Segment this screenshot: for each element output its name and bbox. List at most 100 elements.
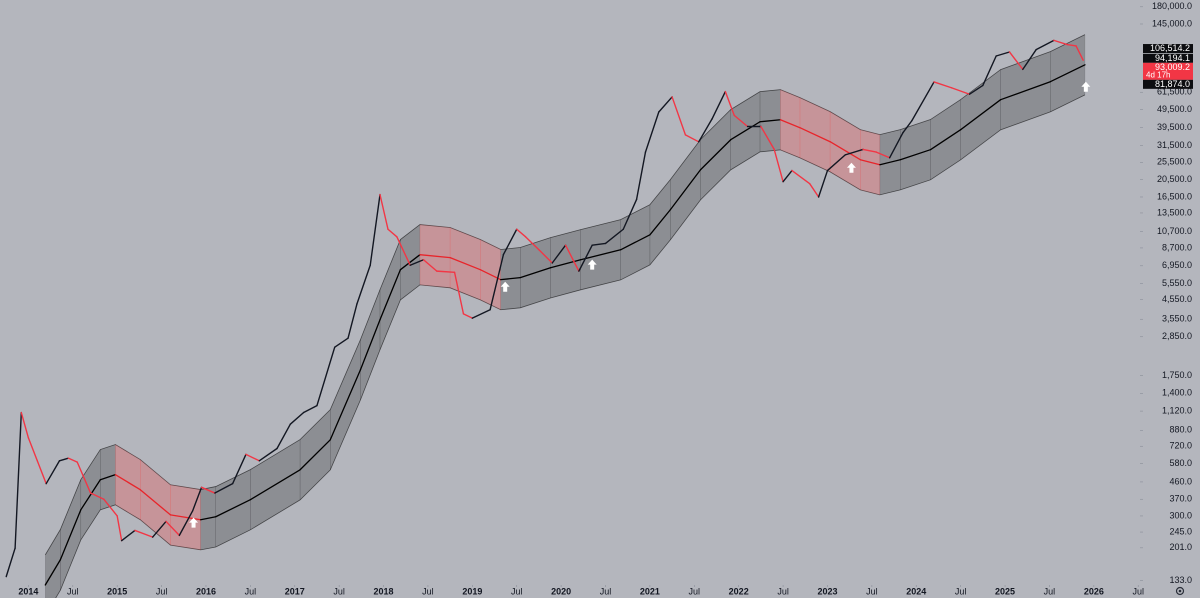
center-line [139,489,172,516]
line-layer [5,39,1091,586]
price-line [809,182,820,198]
price-line [773,148,784,183]
center-line [449,256,481,271]
signal-arrow [587,259,597,270]
center-line [114,474,141,491]
center-line [249,469,301,501]
price-line [724,90,735,117]
center-line [730,121,761,141]
price-line [422,259,438,272]
center-line [500,276,521,281]
price-line [1066,43,1077,47]
price-line [471,309,491,319]
price-line [862,148,878,153]
center-line [44,559,62,586]
price-line [1053,39,1068,46]
center-line [519,267,552,279]
y-tick-label: 31,500.0 [1157,140,1192,150]
price-line [733,114,749,128]
price-line [462,313,474,319]
price-line [316,346,336,407]
price-badge-label: 106,514.2 [1150,43,1190,53]
y-tick-label: 13,500.0 [1157,207,1192,217]
center-line [399,254,421,271]
x-tick-label: Jul [866,586,878,596]
center-line [215,499,252,518]
price-line [995,51,1011,57]
y-tick-label: 1,750.0 [1162,370,1192,380]
y-tick-label: 580.0 [1169,458,1192,468]
price-line [684,134,700,143]
settings-icon[interactable] [1175,586,1185,596]
price-line [911,81,935,122]
center-line [699,139,732,171]
y-tick-label: 16,500.0 [1157,191,1192,201]
price-line [369,193,381,266]
y-tick-label: 720.0 [1169,441,1192,451]
price-line [902,120,913,134]
price-badge-label: 81,874.0 [1155,79,1190,89]
price-line [58,457,70,462]
x-tick-label: Jul [245,586,257,596]
price-line [36,460,47,485]
price-badge [1143,79,1193,89]
price-line [45,460,61,485]
x-tick-label: 2023 [817,586,837,596]
center-line [329,369,362,441]
price-line [591,242,607,246]
y-tick-label: 133.0 [1169,575,1192,585]
center-line [960,99,1002,131]
price-line [245,453,260,462]
price-line [516,228,527,238]
price-line [453,271,465,315]
price-line [120,529,136,542]
price-line [334,337,349,348]
center-line [899,149,932,161]
signal-arrow [1081,81,1091,92]
center-line [669,169,702,211]
price-line [1008,51,1024,71]
center-line [799,127,831,143]
y-tick-label: 8,700.0 [1162,242,1192,252]
price-line [14,411,23,549]
y-tick-label: 201.0 [1169,542,1192,552]
price-line [5,547,16,578]
x-tick-label: 2024 [906,586,926,596]
y-tick-label: 5,550.0 [1162,278,1192,288]
x-tick-label: 2025 [995,586,1015,596]
price-line [276,423,292,450]
x-tick-label: Jul [955,586,967,596]
x-tick-label: Jul [333,586,345,596]
y-tick-label: 4,550.0 [1162,294,1192,304]
price-line [604,228,624,245]
price-line [551,244,567,264]
x-tick-label: Jul [600,586,612,596]
price-badge [1143,62,1193,80]
price-line [622,198,638,230]
price-line [302,404,318,414]
y-tick-label: 370.0 [1169,494,1192,504]
y-tick-label: 20,500.0 [1157,174,1192,184]
center-line [759,119,782,123]
y-tick-label: 460.0 [1169,476,1192,486]
x-tick-label: 2019 [462,586,482,596]
x-tick-label: Jul [1132,586,1144,596]
price-line [20,411,30,439]
price-line [875,151,891,159]
price-line [489,253,505,311]
price-line [165,520,181,537]
center-line [929,129,962,151]
price-line [564,244,580,272]
center-line [80,479,101,511]
band-edge [44,34,1086,556]
price-line [396,236,411,266]
x-tick-label: 2018 [374,586,394,596]
center-line [829,141,861,161]
center-line [999,81,1051,101]
y-tick-label: 1,400.0 [1162,388,1192,398]
x-tick-label: Jul [1044,586,1056,596]
signal-arrow [500,281,510,292]
x-tick-label: 2017 [285,586,305,596]
x-tick-label: 2020 [551,586,571,596]
